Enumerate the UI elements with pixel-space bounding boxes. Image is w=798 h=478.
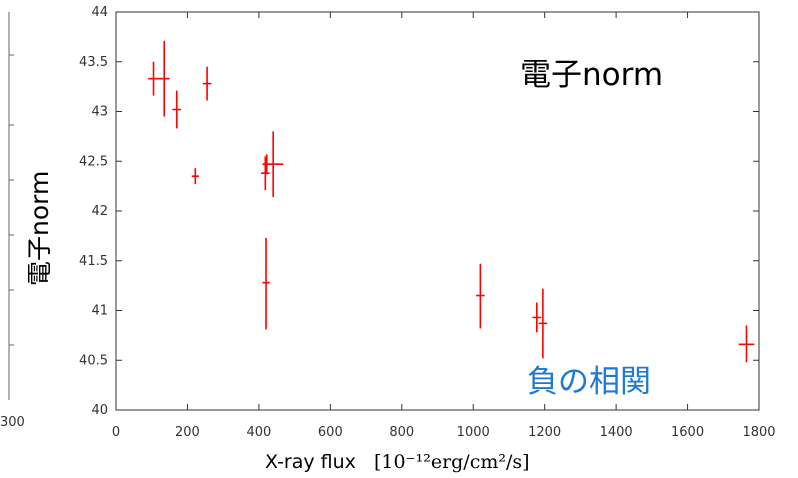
x-tick-label: 1600 (671, 425, 704, 440)
data-point (538, 288, 548, 359)
x-axis-label: X-ray flux [10⁻¹²erg/cm²/s] (265, 451, 530, 473)
x-tick-label: 1800 (742, 425, 775, 440)
x-axis-ticks: 0 200 400 600 800 1000 1200 1400 1600 1800 (112, 12, 776, 440)
left-neighbor-tick-label: 300 (0, 415, 25, 430)
data-point (158, 40, 170, 117)
y-tick-label: 44 (91, 5, 108, 20)
left-neighbor-ticks (9, 54, 14, 346)
annotation-negative-correlation: 負の相関 (527, 364, 651, 400)
svg-text:X-ray flux [10⁻¹²erg/cm²: X-ray flux [10⁻¹²erg/cm²/s] (265, 451, 530, 473)
annotation-electron-norm: 電子norm (520, 57, 663, 93)
y-axis-label: 電子norm (25, 171, 54, 286)
y-tick-label: 42.5 (79, 154, 108, 169)
x-tick-label: 0 (112, 425, 120, 440)
data-point (476, 263, 485, 329)
y-tick-label: 43.5 (79, 55, 108, 70)
data-point (532, 302, 542, 333)
data-point (191, 168, 199, 185)
data-point (148, 61, 159, 96)
x-tick-label: 600 (318, 425, 343, 440)
y-tick-label: 42 (91, 204, 108, 219)
y-tick-label: 40.5 (79, 353, 108, 368)
data-point (172, 90, 182, 129)
x-axis-label-text: X-ray flux (265, 451, 356, 473)
y-tick-label: 41 (91, 304, 108, 319)
data-point (262, 237, 270, 330)
x-tick-label: 400 (246, 425, 271, 440)
y-tick-label: 41.5 (79, 254, 108, 269)
data-point (261, 156, 270, 191)
x-axis-label-unit: [10⁻¹²erg/cm²/s] (374, 451, 530, 473)
x-tick-label: 1000 (457, 425, 490, 440)
data-points (148, 40, 755, 363)
x-tick-label: 800 (389, 425, 414, 440)
x-tick-label: 1400 (600, 425, 633, 440)
x-tick-label: 1200 (528, 425, 561, 440)
y-tick-label: 43 (91, 105, 108, 120)
y-axis-ticks: 40 40.5 41 41.5 42 42.5 43 43.5 44 (79, 5, 759, 418)
x-tick-label: 200 (175, 425, 200, 440)
data-point (263, 131, 284, 198)
data-point (738, 325, 755, 363)
data-point (202, 66, 212, 101)
y-tick-label: 40 (91, 403, 108, 418)
